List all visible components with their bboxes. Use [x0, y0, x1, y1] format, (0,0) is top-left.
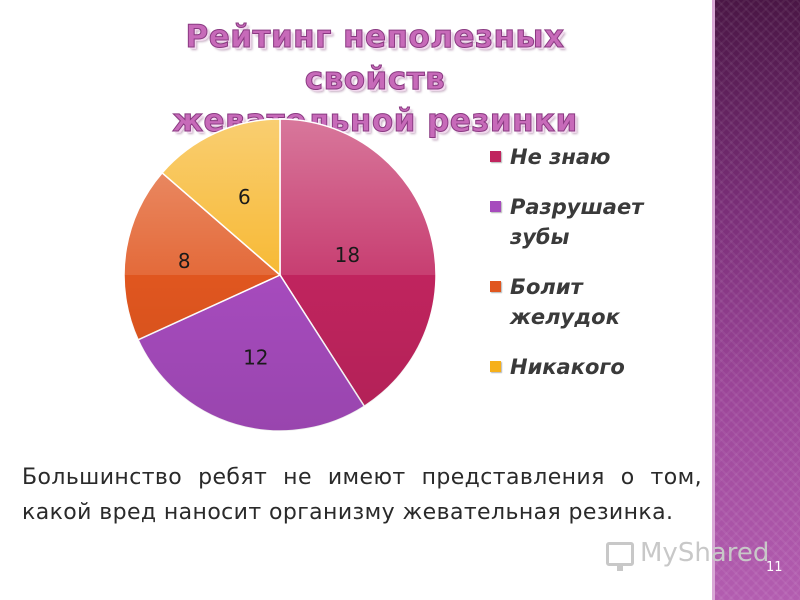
- monitor-icon: [606, 541, 634, 571]
- pie-chart: 18 12 8 6: [123, 118, 437, 432]
- slide-number: 11: [766, 560, 783, 575]
- legend-item-not-know: Не знаю: [490, 142, 700, 172]
- slide-title: Рейтинг неполезных свойств жевательной р…: [110, 16, 640, 142]
- legend-label-not-know: Не знаю: [510, 145, 611, 169]
- legend-swatch-stomach-ache: [490, 281, 501, 292]
- data-label-not-know: 18: [335, 243, 360, 267]
- legend-label-stomach-ache-line1: Болит: [510, 275, 583, 299]
- legend-item-none: Никакого: [490, 352, 700, 382]
- legend-label-none: Никакого: [510, 355, 625, 379]
- legend-label-destroys-teeth-line1: Разрушает: [510, 195, 644, 219]
- legend-swatch-not-know: [490, 151, 501, 162]
- watermark-text: MyShared: [640, 538, 770, 568]
- data-label-destroys-teeth: 12: [243, 345, 268, 369]
- data-label-none: 6: [238, 185, 251, 209]
- legend-swatch-none: [490, 361, 501, 372]
- legend-swatch-destroys-teeth: [490, 201, 501, 212]
- legend-item-destroys-teeth: Разрушает зубы: [490, 192, 700, 252]
- slide-title-line-1: Рейтинг неполезных свойств: [185, 19, 565, 98]
- side-decoration-band: [712, 0, 800, 600]
- slide-caption: Большинство ребят не имеют представления…: [22, 465, 702, 525]
- legend-label-destroys-teeth-line2: зубы: [510, 225, 570, 249]
- pie-data-labels: 18 12 8 6: [178, 185, 360, 369]
- pie-gloss: [124, 119, 436, 431]
- chart-legend: Не знаю Разрушает зубы Болит желудок Ник…: [490, 142, 700, 402]
- data-label-stomach-ache: 8: [178, 249, 191, 273]
- watermark: MyShared: [606, 538, 770, 571]
- legend-label-stomach-ache-line2: желудок: [510, 305, 620, 329]
- legend-item-stomach-ache: Болит желудок: [490, 272, 700, 332]
